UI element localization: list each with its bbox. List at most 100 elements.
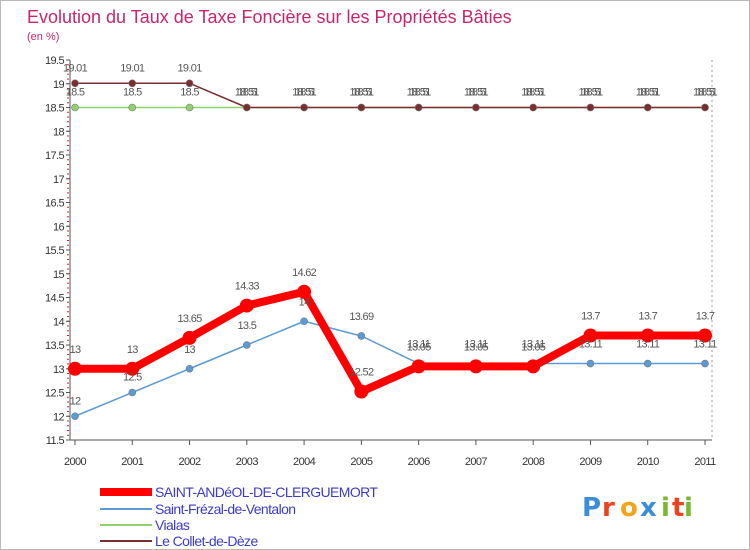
data-label-1: 13.11 [636,339,660,351]
series-point-0 [297,284,312,299]
y-tick-label: 19.5 [45,55,64,67]
y-minor-tick [67,339,69,341]
y-minor-tick [67,135,69,137]
data-label-3: 18.51 [407,87,432,99]
y-minor-tick [67,73,69,75]
x-tick-label: 2005 [350,456,373,468]
data-label-2: 18.5 [66,87,85,99]
data-label-0: 13.65 [178,313,203,325]
data-label-3: 19.01 [63,62,88,74]
series-point-3 [128,79,137,88]
y-minor-tick [67,349,69,351]
y-minor-tick [67,306,69,308]
data-label-2: 18.5 [524,87,543,99]
y-tick-label: 15.5 [45,245,64,257]
y-minor-tick [67,197,69,199]
y-minor-tick [67,88,69,89]
series-point-0 [411,359,426,374]
legend-label: Le Collet-de-Dèze [155,533,258,549]
series-point-0 [239,298,254,313]
y-minor-tick [67,69,69,70]
series-point-3 [414,103,423,112]
y-minor-tick [67,316,69,317]
data-label-0: 13 [70,344,81,356]
y-minor-tick [67,287,69,289]
data-label-1: 13.11 [522,339,546,351]
y-minor-tick [67,240,69,241]
y-tick-label: 18 [53,126,65,138]
y-minor-tick [67,396,69,398]
data-label-3: 18.51 [636,87,661,99]
y-minor-tick [67,173,69,175]
data-label-3: 18.51 [349,87,374,99]
data-label-2: 18.5 [638,87,657,99]
y-minor-tick [67,145,69,146]
y-minor-tick [67,301,69,303]
y-minor-tick [67,354,69,355]
y-minor-tick [67,206,69,208]
data-label-2: 18.5 [696,87,715,99]
series-point-3 [185,79,194,88]
y-minor-tick [67,311,69,313]
y-minor-tick [67,244,69,246]
series-point-3 [71,79,79,88]
series-point-3 [586,103,595,112]
logo-letter: P [582,493,601,523]
y-minor-tick [67,420,69,422]
y-minor-tick [67,211,69,213]
series-layer [68,79,712,421]
logo-letter: t [672,493,684,523]
y-minor-tick [67,78,69,80]
y-minor-tick [67,221,69,222]
logo-letter: o [620,493,638,523]
series-point-2 [185,103,194,112]
x-tick-label: 2002 [179,456,202,468]
legend: SAINT-ANDéOL-DE-CLERGUEMORTSaint-Frézal-… [100,484,379,549]
x-tick-label: 2000 [64,456,87,468]
chart-subtitle: (en %) [27,31,59,43]
y-tick-label: 11.5 [46,435,65,447]
y-minor-tick [67,102,69,104]
y-tick-label: 16.5 [45,198,64,210]
y-minor-tick [67,434,69,436]
y-tick-label: 13 [53,364,65,376]
data-label-0: 13 [127,344,138,356]
logo-letter: i [661,493,670,523]
data-label-0: 13.7 [581,311,600,323]
y-minor-tick [67,373,69,374]
series-point-0 [583,328,598,343]
data-label-3: 18.51 [235,87,260,99]
y-minor-tick [67,263,69,265]
series-point-3 [472,103,480,112]
data-label-1: 13.11 [407,339,431,351]
data-labels: 18.5 18.5 18.5 18.5 18.5 18.5 18.5 18.5 18.5 18.5… [63,62,718,407]
chart-title: Evolution du Taux de Taxe Foncière sur l… [27,7,512,27]
series-point-3 [243,103,251,112]
y-minor-tick [67,278,69,279]
series-line-1 [74,320,706,417]
data-label-3: 18.51 [521,87,546,99]
y-tick-label: 19 [53,79,65,91]
data-label-1: 13 [184,344,195,356]
logo-letter: x [640,493,657,523]
y-minor-tick [67,330,69,332]
data-label-1: 13.5 [238,320,257,332]
data-label-0: 12.52 [349,367,374,379]
y-minor-tick [67,335,69,336]
y-minor-tick [67,254,69,256]
legend-label: Vialas [155,517,190,533]
data-label-1: 13.11 [579,339,603,351]
data-label-0: 14.33 [235,281,260,293]
y-minor-tick [67,126,69,127]
series-point-0 [698,328,712,343]
data-label-2: 18.5 [467,87,486,99]
x-tick-label: 2001 [121,456,144,468]
y-tick-label: 13.5 [45,340,64,352]
series-point-3 [357,103,366,112]
series-point-1 [357,332,366,340]
series-point-2 [128,103,137,112]
y-minor-tick [67,377,69,379]
series-point-0 [468,359,483,374]
y-tick-label: 12 [53,411,65,423]
